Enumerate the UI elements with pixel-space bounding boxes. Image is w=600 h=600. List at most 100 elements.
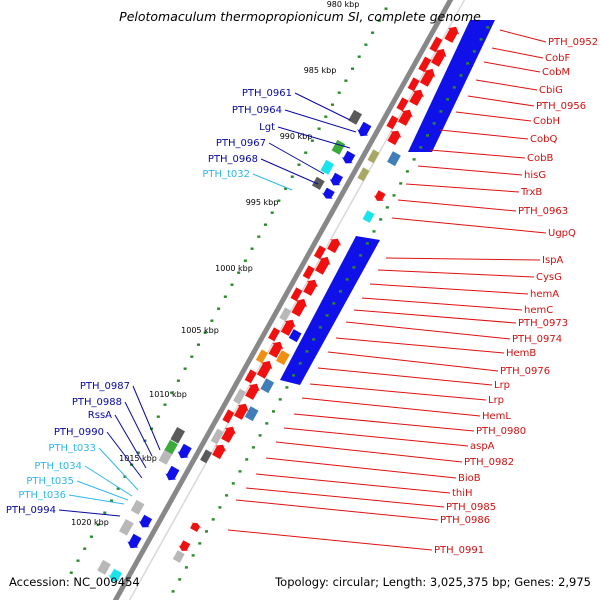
gene-label-right: Lrp: [494, 380, 510, 391]
leader-line: [369, 283, 529, 295]
leader-line: [345, 321, 511, 340]
tick-label: 995 kbp: [246, 198, 279, 207]
gene-label-right: CysG: [536, 272, 562, 283]
feature-left-9: [97, 559, 111, 575]
tick-dot: [190, 355, 194, 358]
feature-outer-2: [190, 522, 202, 532]
tick-dot: [250, 247, 254, 250]
feature-steel-0: [387, 151, 401, 167]
feature-steel-4: [276, 350, 290, 366]
tick-dot: [163, 403, 167, 406]
tick-dot-right: [298, 362, 302, 365]
leader-line: [475, 79, 538, 91]
feature-left-blue-8: [108, 568, 122, 582]
feature-left-blue-6: [138, 514, 153, 528]
tick-dot-right: [325, 314, 329, 317]
gene-label-right: PTH_0973: [518, 318, 568, 329]
gene-label-right: CobH: [533, 116, 560, 127]
tick-dot: [371, 31, 375, 34]
leader-line: [391, 217, 547, 234]
tick-label: 1020 kbp: [71, 518, 109, 527]
gene-label-left: PTH_0968: [208, 154, 258, 165]
tick-dot: [357, 55, 361, 58]
leader-line: [293, 413, 475, 432]
genome-title: Pelotomaculum thermopropionicum SI, comp…: [119, 9, 481, 24]
leader-line: [429, 149, 526, 159]
tick-dot-right: [265, 422, 269, 425]
feature-left-8: [119, 519, 134, 536]
gene-label-right: PTH_0991: [434, 545, 484, 556]
leader-line: [260, 158, 319, 185]
gene-label-right: TrxB: [520, 187, 542, 198]
leader-line: [227, 529, 433, 551]
tick-dot-right: [385, 206, 389, 209]
gene-label-left: PTH_0988: [72, 397, 122, 408]
tick-dot-right: [446, 98, 450, 101]
feature-red-4: [398, 109, 413, 126]
feature-left-5: [164, 439, 178, 455]
tick-dot-right: [439, 110, 443, 113]
feature-red-8: [303, 279, 318, 296]
tick-dot: [136, 451, 140, 454]
feature-outer-0: [373, 190, 386, 201]
feature-left-blue-3: [322, 187, 335, 199]
leader-line: [385, 257, 541, 261]
tick-dot: [103, 511, 107, 514]
tick-dot: [176, 379, 180, 382]
leader-line: [327, 351, 499, 372]
feature-red-12: [256, 360, 273, 379]
feature-box-6: [357, 167, 370, 182]
gene-label-right: PTH_0985: [446, 502, 496, 513]
feature-box-3: [396, 97, 409, 112]
gene-label-right: CbiG: [539, 85, 563, 96]
feature-outer-1: [362, 210, 375, 223]
gene-label-left: PTH_t033: [48, 443, 96, 454]
feature-red-1: [431, 48, 447, 67]
feature-box-16: [210, 428, 224, 445]
leader-line: [275, 441, 463, 463]
feature-steel-2: [244, 406, 259, 422]
feature-outer-3: [178, 540, 191, 551]
gene-label-left: PTH_0961: [242, 88, 292, 99]
feature-red-15: [221, 426, 236, 443]
tick-dot-right: [305, 350, 309, 353]
leader-line: [361, 297, 523, 311]
gene-label-left: PTH_0964: [232, 105, 282, 116]
tick-dot: [324, 115, 328, 118]
tick-dot-right: [412, 158, 416, 161]
gene-label-right: aspA: [470, 441, 495, 452]
gene-label-right: HemB: [506, 348, 536, 359]
gene-label-right: PTH_0980: [476, 426, 526, 437]
gene-label-left: RssA: [88, 410, 112, 421]
tick-dot: [290, 175, 294, 178]
gene-label-left: PTH_0994: [6, 505, 56, 516]
gene-label-right: HemL: [482, 411, 511, 422]
feature-box-7: [313, 245, 326, 260]
tick-dot: [123, 475, 127, 478]
feature-tracks: [97, 26, 460, 582]
gene-label-left: PTH_0967: [216, 138, 266, 149]
tick-layer: 980 kbp 985 kbp 990 kbp 995 kbp 1000 kbp 1005…: [69, 0, 490, 593]
feature-box-14: [233, 388, 246, 405]
leader-line: [377, 269, 535, 278]
tick-dot: [317, 127, 321, 130]
feature-box-0: [429, 36, 443, 53]
feature-box-5: [367, 149, 380, 164]
feature-steel-1: [260, 378, 275, 394]
feature-box-11: [268, 327, 281, 342]
tick-dot-right: [332, 302, 336, 305]
feature-left-4: [170, 427, 185, 444]
gene-label-right: thiH: [452, 488, 473, 499]
tick-dot: [237, 271, 241, 274]
tick-dot-right: [466, 62, 470, 65]
tick-dot: [156, 415, 160, 418]
feature-box-1: [418, 56, 432, 73]
tick-dot-right: [486, 26, 490, 29]
feature-box-15: [222, 409, 235, 424]
tick-dot: [270, 211, 274, 214]
tick-dot-right: [352, 266, 356, 269]
leader-line: [301, 397, 481, 417]
tick-dot: [69, 571, 73, 574]
tick-dot: [310, 139, 314, 142]
leader-line: [309, 383, 487, 401]
